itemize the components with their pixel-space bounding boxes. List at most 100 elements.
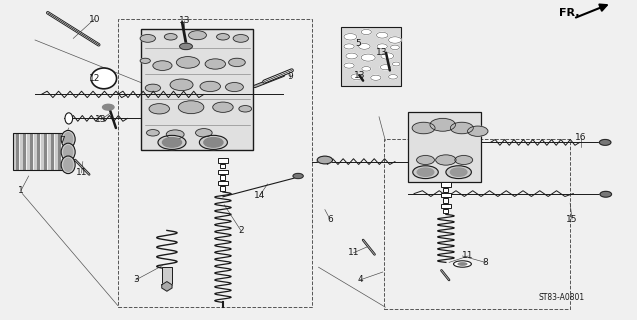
Bar <box>41 133 44 170</box>
Text: 4: 4 <box>357 276 362 284</box>
Circle shape <box>205 59 225 69</box>
Ellipse shape <box>454 261 471 267</box>
Bar <box>34 133 37 170</box>
Bar <box>55 133 61 170</box>
Bar <box>384 139 570 309</box>
Bar <box>27 133 33 170</box>
Wedge shape <box>91 76 104 81</box>
Circle shape <box>170 79 193 91</box>
Circle shape <box>389 75 397 79</box>
Circle shape <box>371 75 381 80</box>
Circle shape <box>417 168 434 176</box>
Bar <box>220 164 225 168</box>
Bar <box>62 133 68 170</box>
Circle shape <box>346 53 357 59</box>
Circle shape <box>344 34 357 40</box>
Bar <box>48 133 51 170</box>
Circle shape <box>158 135 186 149</box>
Circle shape <box>229 58 245 67</box>
Text: 11: 11 <box>76 168 87 177</box>
Circle shape <box>362 67 371 71</box>
Circle shape <box>376 32 388 38</box>
Bar <box>220 175 225 180</box>
Circle shape <box>196 129 212 137</box>
Circle shape <box>436 155 456 165</box>
Text: 2: 2 <box>238 226 243 235</box>
Bar <box>27 133 30 170</box>
Text: 11: 11 <box>348 248 359 257</box>
Text: 13: 13 <box>376 48 388 57</box>
Circle shape <box>344 63 354 68</box>
Circle shape <box>162 138 182 147</box>
Bar <box>118 19 312 307</box>
FancyArrowPatch shape <box>576 4 607 18</box>
Circle shape <box>599 140 611 145</box>
Bar <box>13 133 19 170</box>
Text: FR.: FR. <box>559 8 580 18</box>
Text: 11: 11 <box>462 252 474 260</box>
Circle shape <box>200 81 220 92</box>
Circle shape <box>293 173 303 179</box>
Ellipse shape <box>91 68 117 89</box>
Bar <box>441 182 451 187</box>
Circle shape <box>217 34 229 40</box>
Ellipse shape <box>63 158 73 172</box>
Text: 10: 10 <box>89 15 100 24</box>
Circle shape <box>239 106 252 112</box>
Circle shape <box>455 156 473 164</box>
Bar <box>408 112 481 182</box>
Circle shape <box>149 104 169 114</box>
Circle shape <box>392 62 400 66</box>
Circle shape <box>176 57 199 68</box>
Circle shape <box>317 156 333 164</box>
Bar <box>34 133 40 170</box>
Bar <box>443 198 448 203</box>
Text: 9: 9 <box>287 72 293 81</box>
Circle shape <box>147 130 159 136</box>
Circle shape <box>344 44 354 49</box>
Bar <box>443 209 448 213</box>
Bar <box>55 133 58 170</box>
Text: 8: 8 <box>482 258 489 267</box>
Text: 7: 7 <box>59 136 66 145</box>
Circle shape <box>413 166 438 179</box>
Circle shape <box>204 138 223 147</box>
Bar <box>220 186 225 191</box>
Circle shape <box>377 44 387 49</box>
Text: 15: 15 <box>566 215 578 224</box>
Text: 6: 6 <box>327 215 333 224</box>
Ellipse shape <box>63 132 73 147</box>
Text: 13: 13 <box>354 71 366 80</box>
Bar <box>341 27 401 86</box>
Bar <box>162 267 172 285</box>
Circle shape <box>361 54 375 61</box>
Circle shape <box>468 126 488 136</box>
Text: 13: 13 <box>95 116 106 124</box>
Bar <box>20 133 26 170</box>
Text: 1: 1 <box>18 186 24 195</box>
Bar <box>218 158 228 163</box>
Text: 13: 13 <box>179 16 190 25</box>
Ellipse shape <box>61 143 75 161</box>
Bar <box>218 170 228 174</box>
Circle shape <box>389 37 401 43</box>
Circle shape <box>103 104 114 110</box>
Bar <box>20 133 23 170</box>
Circle shape <box>166 130 184 139</box>
Text: 5: 5 <box>355 39 361 48</box>
Circle shape <box>153 61 172 70</box>
Circle shape <box>164 34 177 40</box>
Circle shape <box>359 44 370 49</box>
Circle shape <box>180 43 192 50</box>
Circle shape <box>430 118 455 131</box>
Circle shape <box>390 45 399 50</box>
Text: 3: 3 <box>132 276 139 284</box>
Text: 12: 12 <box>89 74 100 83</box>
Circle shape <box>233 35 248 42</box>
Bar <box>13 133 16 170</box>
Bar <box>218 181 228 185</box>
Bar <box>441 193 451 197</box>
Circle shape <box>140 58 150 63</box>
Bar <box>48 133 54 170</box>
Ellipse shape <box>457 262 468 266</box>
